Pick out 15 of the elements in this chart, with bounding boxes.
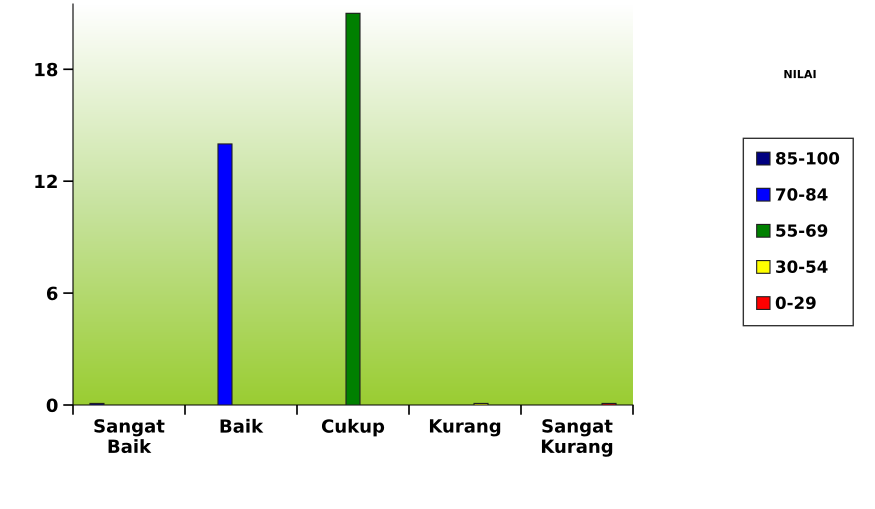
y-tick-label: 0 [46,398,58,412]
y-tick-label: 18 [35,62,58,76]
legend-label: 70-84 [776,188,828,201]
legend-label: 85-100 [776,152,840,165]
x-tick-label: Sangat Baik [94,419,164,454]
legend-label: 55-69 [776,224,828,237]
y-tick-label: 12 [35,174,57,188]
legend-title: NILAI [784,70,816,78]
x-tick-label: Cukup [322,418,384,436]
legend-label: 0-29 [776,296,816,310]
x-tick-label: Sangat Kurang [542,419,612,457]
x-tick-label: Kurang [430,419,500,436]
legend-label: 30-54 [776,260,828,273]
x-tick-label: Baik [220,418,264,433]
y-tick-label: 6 [46,286,58,300]
